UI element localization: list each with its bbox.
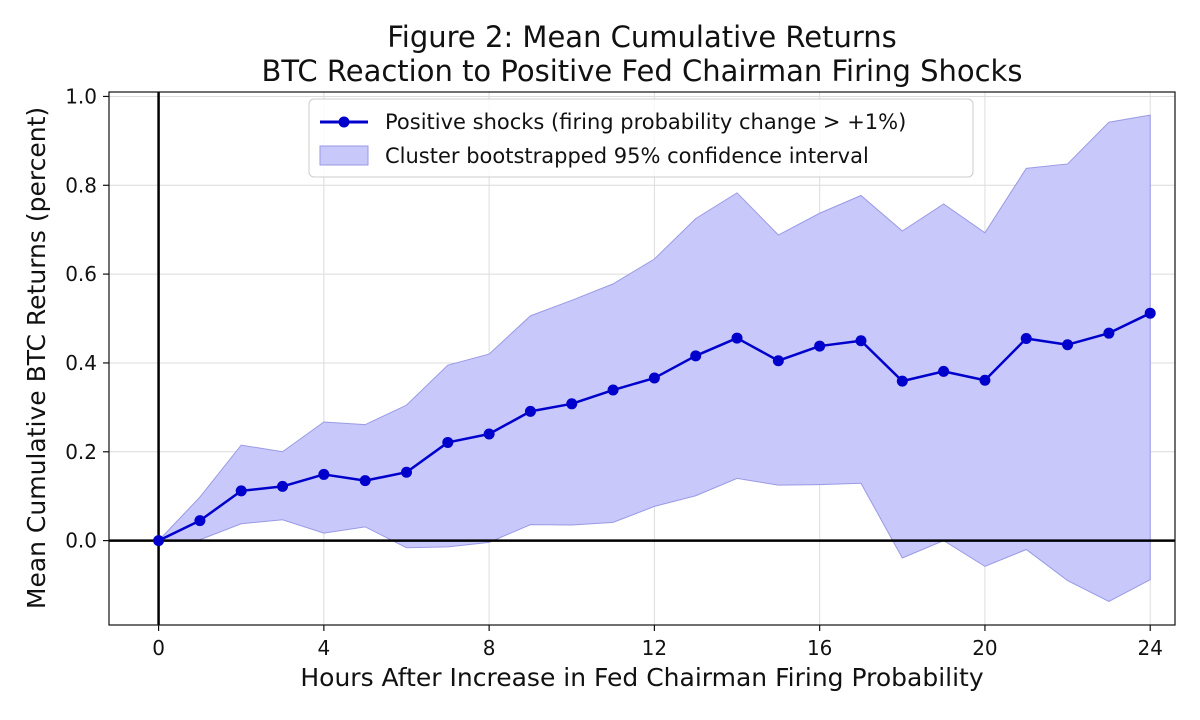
data-point-h13 bbox=[690, 350, 702, 362]
y-tick-label-0: 0.0 bbox=[65, 529, 97, 553]
data-point-h21 bbox=[1020, 333, 1032, 345]
data-point-h1 bbox=[194, 515, 206, 527]
series-group bbox=[153, 307, 1156, 547]
data-point-h4 bbox=[318, 468, 330, 480]
y-tick-label-5: 1.0 bbox=[65, 84, 97, 108]
data-point-h17 bbox=[855, 335, 867, 347]
y-tick-label-3: 0.6 bbox=[65, 262, 97, 286]
data-point-h9 bbox=[524, 405, 536, 417]
data-point-h24 bbox=[1144, 307, 1156, 319]
data-point-h23 bbox=[1103, 327, 1115, 339]
data-point-h15 bbox=[772, 355, 784, 367]
chart-title-line1: Figure 2: Mean Cumulative Returns bbox=[387, 20, 897, 54]
data-point-h14 bbox=[731, 332, 743, 344]
data-point-h16 bbox=[814, 340, 826, 352]
legend-band-swatch bbox=[319, 145, 369, 166]
chart-title-line2: BTC Reaction to Positive Fed Chairman Fi… bbox=[262, 54, 1023, 88]
data-point-h18 bbox=[896, 375, 908, 387]
legend: Positive shocks (firing probability chan… bbox=[308, 98, 974, 178]
y-axis-ticks: 0.0 0.2 0.4 0.6 0.8 1.0 bbox=[65, 84, 109, 553]
y-tick-label-2: 0.4 bbox=[65, 351, 97, 375]
x-axis-label: Hours After Increase in Fed Chairman Fir… bbox=[300, 663, 983, 692]
x-tick-label-20: 20 bbox=[972, 636, 997, 660]
legend-series-marker bbox=[338, 116, 350, 128]
data-point-h11 bbox=[607, 384, 619, 396]
x-tick-label-8: 8 bbox=[483, 636, 496, 660]
x-axis-ticks: 0 4 8 12 16 20 24 bbox=[152, 625, 1163, 660]
data-point-h0 bbox=[153, 535, 165, 547]
plot-frame bbox=[108, 91, 1176, 626]
legend-band-label: Cluster bootstrapped 95% confidence inte… bbox=[385, 144, 869, 168]
legend-box bbox=[308, 98, 974, 178]
data-point-h22 bbox=[1062, 339, 1074, 351]
x-tick-label-4: 4 bbox=[317, 636, 330, 660]
data-point-h20 bbox=[979, 374, 991, 386]
data-point-h3 bbox=[277, 480, 289, 492]
x-tick-label-12: 12 bbox=[642, 636, 667, 660]
data-point-h10 bbox=[566, 398, 578, 410]
data-point-h5 bbox=[359, 475, 371, 487]
data-point-h12 bbox=[648, 372, 660, 384]
y-tick-label-1: 0.2 bbox=[65, 440, 97, 464]
legend-series-label: Positive shocks (firing probability chan… bbox=[385, 110, 906, 134]
x-tick-label-24: 24 bbox=[1137, 636, 1162, 660]
y-tick-label-4: 0.8 bbox=[65, 173, 97, 197]
data-point-h19 bbox=[938, 365, 950, 377]
data-point-h8 bbox=[483, 428, 495, 440]
data-point-h6 bbox=[400, 466, 412, 478]
data-point-h7 bbox=[442, 436, 454, 448]
y-axis-label: Mean Cumulative BTC Returns (percent) bbox=[22, 107, 51, 609]
data-point-h2 bbox=[235, 485, 247, 497]
x-tick-label-0: 0 bbox=[152, 636, 165, 660]
x-tick-label-16: 16 bbox=[807, 636, 832, 660]
